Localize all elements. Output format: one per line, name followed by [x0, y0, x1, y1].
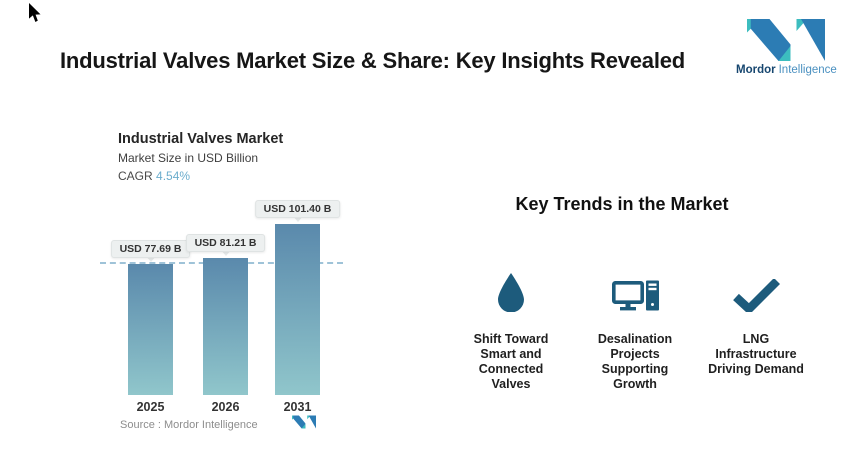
trend-label: Desalination Projects Supporting Growth [597, 332, 673, 391]
logo-text-primary: Mordor [736, 64, 776, 76]
source-logo-mark [292, 415, 316, 434]
bar-year-label: 2031 [283, 400, 312, 414]
cursor-arrow-icon [29, 3, 41, 22]
value-pill-caret [220, 250, 231, 256]
trend-label: LNG Infrastructure Driving Demand [708, 332, 804, 376]
chart-subtitle: Market Size in USD Billion [118, 151, 259, 165]
value-pill-caret [145, 256, 156, 262]
page-title: Industrial Valves Market Size & Share: K… [60, 48, 686, 73]
trends-heading: Key Trends in the Market [515, 194, 729, 214]
water-drop-icon [451, 266, 571, 312]
logo-text-secondary: Intelligence [778, 64, 837, 76]
bar-value-pill: USD 81.21 B [185, 234, 266, 252]
trend-item-smart-valves: Shift Toward Smart and Connected Valves [451, 266, 571, 392]
bar-2026 [203, 258, 248, 395]
cagr-line: CAGR 4.54% [118, 169, 283, 183]
mordor-logo-text: Mordor Intelligence [736, 64, 837, 76]
bar-2031 [275, 224, 320, 395]
trend-label: Shift Toward Smart and Connected Valves [473, 332, 549, 391]
mordor-logo-mark [747, 19, 825, 61]
bar-chart: USD 77.69 B 2025 USD 81.21 B 2026 USD 101.40… [100, 190, 345, 414]
value-pill-caret [292, 216, 303, 222]
cagr-value: 4.54% [156, 169, 191, 183]
trend-item-desalination: Desalination Projects Supporting Growth [575, 266, 695, 392]
bar-year-label: 2026 [211, 400, 240, 414]
bar-2025 [128, 264, 173, 395]
chart-header: Industrial Valves Market Market Size in … [118, 131, 283, 183]
bar-value-pill: USD 77.69 B [110, 240, 191, 258]
source-text: Source : Mordor Intelligence [120, 419, 258, 431]
checkmark-icon [696, 266, 816, 312]
mordor-logo: Mordor Intelligence [736, 19, 837, 76]
bar-value-pill: USD 101.40 B [254, 200, 341, 218]
desktop-computer-icon [575, 266, 695, 312]
mordor-mini-mark [292, 415, 316, 429]
bar-year-label: 2025 [136, 400, 165, 414]
cagr-label: CAGR [118, 169, 153, 183]
chart-title: Industrial Valves Market [118, 131, 284, 147]
trend-item-lng: LNG Infrastructure Driving Demand [696, 266, 816, 377]
